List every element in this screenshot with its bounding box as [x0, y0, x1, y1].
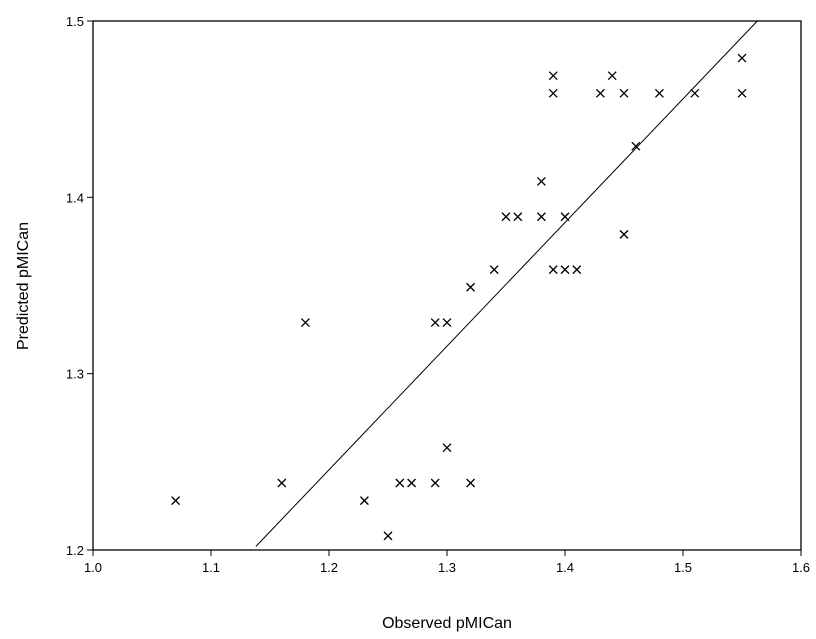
axis-tick-labels: 1.0 1.1 1.2 1.3 1.4 1.5 1.6 1.2 1.3 1.4 1.5	[66, 14, 810, 575]
y-tick-label: 1.3	[66, 367, 84, 382]
data-point	[572, 265, 582, 275]
data-point	[619, 88, 629, 98]
data-point	[560, 265, 570, 275]
data-point	[489, 265, 499, 275]
axis-ticks	[87, 20, 802, 556]
data-point	[631, 141, 641, 151]
y-axis-title: Predicted pMICan	[15, 222, 32, 350]
data-point	[407, 478, 417, 488]
x-tick-label: 1.2	[320, 560, 338, 575]
data-point	[737, 53, 747, 63]
data-point	[548, 71, 558, 81]
data-point	[548, 88, 558, 98]
fit-line	[255, 20, 758, 547]
x-axis-title: Observed pMICan	[382, 615, 512, 632]
y-tick-label: 1.2	[66, 543, 84, 558]
data-point	[395, 478, 405, 488]
x-tick-label: 1.4	[556, 560, 574, 575]
x-tick-label: 1.3	[438, 560, 456, 575]
data-point	[383, 531, 393, 541]
x-tick-label: 1.0	[84, 560, 102, 575]
y-tick-label: 1.5	[66, 14, 84, 29]
data-point	[442, 443, 452, 453]
data-point	[595, 88, 605, 98]
y-tick-label: 1.4	[66, 190, 84, 205]
x-tick-label: 1.1	[202, 560, 220, 575]
plot-frame	[92, 20, 802, 551]
data-point	[536, 212, 546, 222]
x-tick-label: 1.5	[674, 560, 692, 575]
data-point	[442, 318, 452, 327]
data-point	[619, 229, 629, 239]
data-point	[171, 496, 181, 506]
data-point	[430, 478, 440, 488]
data-point	[737, 88, 747, 98]
x-tick-label: 1.6	[792, 560, 810, 575]
data-point	[513, 212, 523, 222]
data-points	[171, 53, 747, 541]
data-point	[359, 496, 369, 506]
data-point	[501, 212, 511, 222]
data-point	[548, 265, 558, 275]
data-point	[690, 88, 700, 98]
data-point	[654, 88, 664, 98]
data-point	[430, 318, 440, 327]
data-point	[536, 177, 546, 186]
data-point	[607, 71, 617, 81]
data-point	[466, 282, 476, 292]
data-point	[466, 478, 476, 488]
data-point	[277, 478, 287, 488]
data-point	[300, 318, 310, 327]
